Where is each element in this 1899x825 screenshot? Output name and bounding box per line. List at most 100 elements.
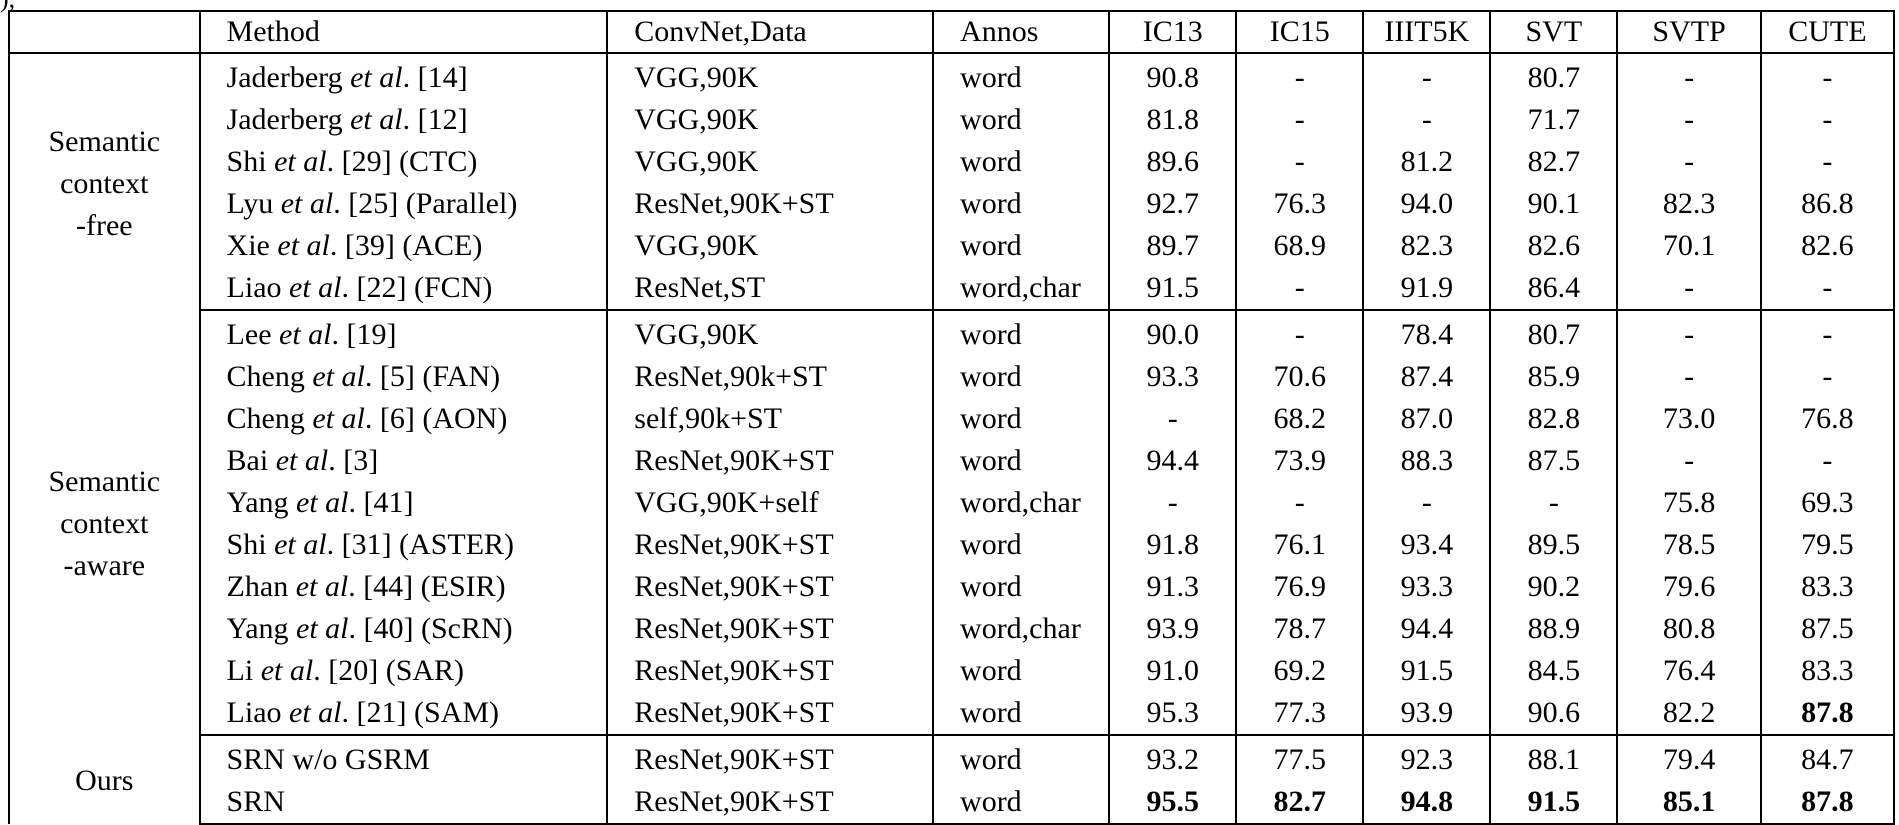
- cute-cell: 83.3: [1760, 566, 1896, 608]
- cute-cell: 76.8: [1760, 398, 1896, 440]
- cute-cell: 82.6: [1760, 225, 1896, 267]
- convnet-data-cell: self,90k+ST: [607, 398, 935, 440]
- method-reference: . [12]: [402, 103, 468, 136]
- svtp-cell: 76.4: [1617, 650, 1762, 692]
- cute-cell: -: [1760, 310, 1896, 356]
- method-cell: Shi et al. [29] (CTC): [199, 141, 609, 183]
- method-author: Shi: [226, 528, 267, 561]
- ic15-cell: -: [1236, 310, 1365, 356]
- convnet-data-cell: ResNet,90K+ST: [607, 781, 935, 825]
- svt-cell: 91.5: [1490, 781, 1619, 825]
- svtp-cell: 70.1: [1617, 225, 1762, 267]
- svtp-cell: -: [1617, 310, 1762, 356]
- method-etal: et al: [295, 570, 349, 603]
- table-row: Shi et al. [29] (CTC) VGG,90K word 89.6-81.…: [9, 141, 1896, 183]
- svt-cell: -: [1490, 482, 1619, 524]
- method-etal: et al: [312, 402, 365, 435]
- annos-cell: word: [933, 650, 1111, 692]
- iiit5k-cell: 81.2: [1363, 141, 1492, 183]
- method-reference: . [21] (SAM): [341, 696, 500, 729]
- cute-cell: 84.7: [1760, 735, 1896, 781]
- table-header: Method ConvNet,Data Annos IC13 IC15 IIIT…: [8, 10, 1896, 54]
- method-cell: Shi et al. [31] (ASTER): [199, 524, 609, 566]
- method-etal: et al: [274, 145, 327, 178]
- ic15-cell: -: [1236, 53, 1365, 99]
- method-reference: . [6] (AON): [364, 402, 508, 435]
- method-reference: . [40] (ScRN): [348, 612, 513, 645]
- table-row: Xie et al. [39] (ACE) VGG,90K word 89.7 68.9…: [9, 225, 1896, 267]
- svtp-cell: -: [1617, 141, 1762, 183]
- method-cell: Liao et al. [21] (SAM): [199, 692, 609, 736]
- svtp-cell: 73.0: [1617, 398, 1762, 440]
- ic15-cell: 68.2: [1236, 398, 1365, 440]
- method-cell: Zhan et al. [44] (ESIR): [199, 566, 609, 608]
- ic15-cell: -: [1236, 482, 1365, 524]
- method-etal: et al: [289, 271, 342, 304]
- svtp-cell: 82.3: [1617, 183, 1762, 225]
- method-author: Liao: [226, 696, 282, 729]
- method-etal: et al: [296, 612, 349, 645]
- annos-cell: word,char: [933, 608, 1111, 650]
- table-row: Shi et al. [31] (ASTER) ResNet,90K+ST word…: [9, 524, 1896, 566]
- annos-cell: word,char: [933, 267, 1111, 311]
- svtp-cell: 75.8: [1617, 482, 1762, 524]
- table-row: Yang et al. [41] VGG,90K+self word,char - - -…: [9, 482, 1896, 524]
- convnet-data-cell: ResNet,90K+ST: [607, 735, 935, 781]
- annos-cell: word: [933, 99, 1111, 141]
- table-row: Cheng et al. [6] (AON) self,90k+ST word -68…: [9, 398, 1896, 440]
- cute-cell: -: [1760, 267, 1896, 311]
- method-author: Bai: [226, 444, 269, 477]
- header-convnet-data: ConvNet,Data: [607, 10, 935, 54]
- ic13-cell: 81.8: [1109, 99, 1238, 141]
- iiit5k-cell: -: [1363, 53, 1492, 99]
- method-etal: et al: [350, 103, 403, 136]
- svt-cell: 86.4: [1490, 267, 1619, 311]
- header-cute: CUTE: [1760, 10, 1896, 54]
- ic13-cell: 95.5: [1109, 781, 1238, 825]
- ic15-cell: 77.3: [1236, 692, 1365, 736]
- ic13-cell: 93.2: [1109, 735, 1238, 781]
- method-reference: . [3]: [328, 444, 379, 477]
- ic15-cell: -: [1236, 141, 1365, 183]
- table-row: Ours SRN w/o GSRM ResNet,90K+ST word 93.2 77.…: [8, 735, 1896, 824]
- method-author: Shi: [226, 145, 267, 178]
- group-label-line: -aware: [63, 549, 146, 582]
- group-ours: Ours SRN w/o GSRM ResNet,90K+ST word 93.2 77.…: [8, 735, 1896, 825]
- table-row: Bai et al. [3] ResNet,90K+ST word 94.4 73.9 8…: [9, 440, 1896, 482]
- table-row: SRN ResNet,90K+ST word 95.5 82.7 94.8 91.5 85.1…: [9, 781, 1896, 825]
- ic13-cell: 93.9: [1109, 608, 1238, 650]
- iiit5k-cell: -: [1363, 482, 1492, 524]
- convnet-data-cell: VGG,90K: [607, 310, 935, 356]
- ic13-cell: -: [1109, 482, 1238, 524]
- group-label-line: -free: [75, 208, 133, 242]
- ic15-cell: 69.2: [1236, 650, 1365, 692]
- ic15-cell: 78.7: [1236, 608, 1365, 650]
- header-ic15: IC15: [1236, 10, 1365, 54]
- iiit5k-cell: 87.4: [1363, 356, 1492, 398]
- svt-cell: 80.7: [1490, 53, 1619, 99]
- ic15-cell: 68.9: [1236, 225, 1365, 267]
- svt-cell: 88.1: [1490, 735, 1619, 781]
- method-cell: Jaderberg et al. [14]: [199, 53, 609, 99]
- method-author: Cheng: [226, 402, 305, 435]
- annos-cell: word: [933, 183, 1111, 225]
- svt-cell: 85.9: [1490, 356, 1619, 398]
- ic15-cell: -: [1236, 267, 1365, 311]
- iiit5k-cell: 78.4: [1363, 310, 1492, 356]
- svt-cell: 88.9: [1490, 608, 1619, 650]
- svtp-cell: -: [1617, 99, 1762, 141]
- cute-cell: -: [1760, 99, 1896, 141]
- method-reference: . [22] (FCN): [341, 271, 493, 304]
- iiit5k-cell: 94.0: [1363, 183, 1492, 225]
- method-etal: et al: [312, 360, 365, 393]
- method-cell: Bai et al. [3]: [199, 440, 609, 482]
- ic13-cell: 89.7: [1109, 225, 1238, 267]
- method-author: SRN w/o GSRM: [226, 743, 430, 776]
- method-cell: Lee et al. [19]: [199, 310, 609, 356]
- svt-cell: 82.8: [1490, 398, 1619, 440]
- ic15-cell: 82.7: [1236, 781, 1365, 825]
- svtp-cell: 85.1: [1617, 781, 1762, 825]
- annos-cell: word: [933, 524, 1111, 566]
- table-row: Semantic context -free Jaderberg et al. [14…: [8, 53, 1896, 310]
- method-author: Zhan: [226, 570, 289, 603]
